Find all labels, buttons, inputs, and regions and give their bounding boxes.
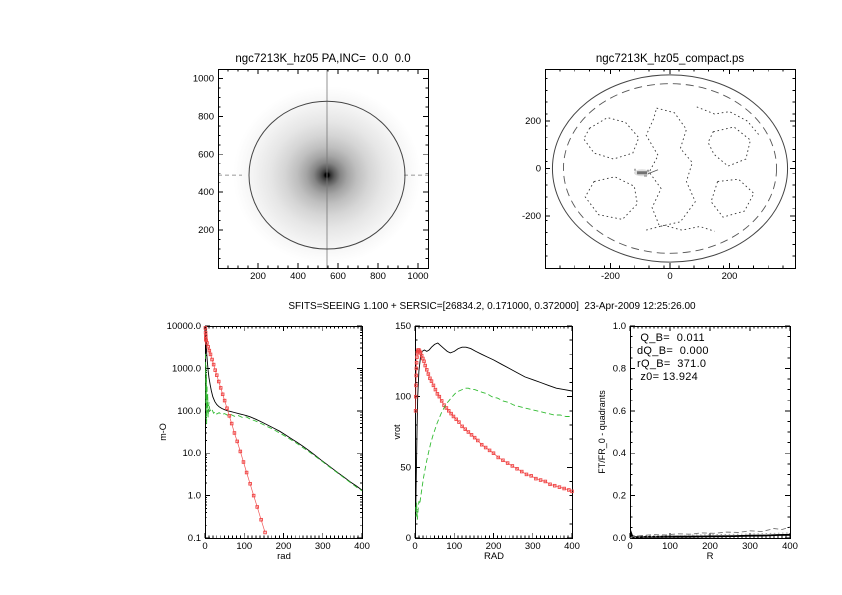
svg-text:600: 600	[198, 149, 214, 160]
svg-text:300: 300	[742, 541, 758, 552]
svg-text:600: 600	[330, 271, 346, 282]
svg-text:200: 200	[525, 116, 541, 127]
fit-param-rqb: rQ_B= 371.0	[637, 358, 707, 370]
vrot-xaxis-label: RAD	[483, 551, 505, 562]
svg-text:0: 0	[412, 541, 417, 552]
fit-param-qb: Q_B= 0.011	[637, 332, 705, 344]
svg-text:-200: -200	[601, 271, 620, 282]
svg-text:0.1: 0.1	[188, 533, 201, 544]
svg-text:0: 0	[536, 164, 541, 175]
svg-text:200: 200	[276, 541, 292, 552]
svg-text:100: 100	[446, 541, 462, 552]
svg-text:100: 100	[662, 541, 678, 552]
svg-text:200: 200	[722, 271, 738, 282]
svg-text:1.0: 1.0	[188, 491, 201, 502]
svg-text:400: 400	[564, 541, 580, 552]
svg-text:-200: -200	[522, 211, 541, 222]
fit-summary-title: SFITS=SEEING 1.100 + SERSIC=[26834.2, 0.…	[288, 301, 696, 312]
svg-text:200: 200	[198, 225, 214, 236]
svg-text:10000.0: 10000.0	[167, 321, 201, 332]
svg-text:0.4: 0.4	[613, 448, 626, 459]
svg-text:0: 0	[667, 271, 672, 282]
vrot-yaxis-label: vrot	[392, 424, 402, 440]
svg-text:1000: 1000	[193, 73, 214, 84]
svg-text:400: 400	[198, 187, 214, 198]
svg-text:200: 200	[486, 541, 502, 552]
svg-text:800: 800	[370, 271, 386, 282]
svg-text:100.0: 100.0	[177, 406, 201, 417]
quadrants-yaxis-label: FT/FR_0 - quadrants	[597, 390, 607, 474]
compact-plot-title: ngc7213K_hz05_compact.ps	[595, 53, 745, 65]
svg-text:200: 200	[250, 271, 266, 282]
svg-text:200: 200	[702, 541, 718, 552]
svg-text:0: 0	[406, 533, 411, 544]
svg-text:400: 400	[290, 271, 306, 282]
quadrants-xaxis-label: R	[706, 551, 714, 562]
fit-param-dqb: dQ_B= 0.000	[637, 345, 709, 357]
svg-text:100: 100	[395, 392, 411, 403]
profile-yaxis-label: m-O	[158, 423, 168, 441]
svg-text:400: 400	[782, 541, 798, 552]
svg-text:0.2: 0.2	[613, 491, 626, 502]
svg-text:400: 400	[354, 541, 370, 552]
svg-text:1000: 1000	[407, 271, 428, 282]
svg-text:1000.0: 1000.0	[172, 363, 201, 374]
galaxy-plot-title: ngc7213K_hz05 PA,INC= 0.0 0.0	[235, 53, 411, 65]
svg-text:0.6: 0.6	[613, 406, 626, 417]
fit-param-z0: z0= 13.924	[637, 371, 699, 383]
svg-text:300: 300	[315, 541, 331, 552]
svg-text:150: 150	[395, 321, 411, 332]
svg-text:100: 100	[236, 541, 252, 552]
svg-text:300: 300	[525, 541, 541, 552]
svg-text:1.0: 1.0	[613, 321, 626, 332]
svg-text:0: 0	[627, 541, 632, 552]
svg-text:0: 0	[202, 541, 207, 552]
svg-text:800: 800	[198, 111, 214, 122]
svg-text:10.0: 10.0	[183, 448, 202, 459]
profile-xaxis-label: rad	[277, 551, 291, 562]
svg-text:50: 50	[400, 462, 411, 473]
svg-text:0.8: 0.8	[613, 363, 626, 374]
svg-text:0.0: 0.0	[613, 533, 626, 544]
